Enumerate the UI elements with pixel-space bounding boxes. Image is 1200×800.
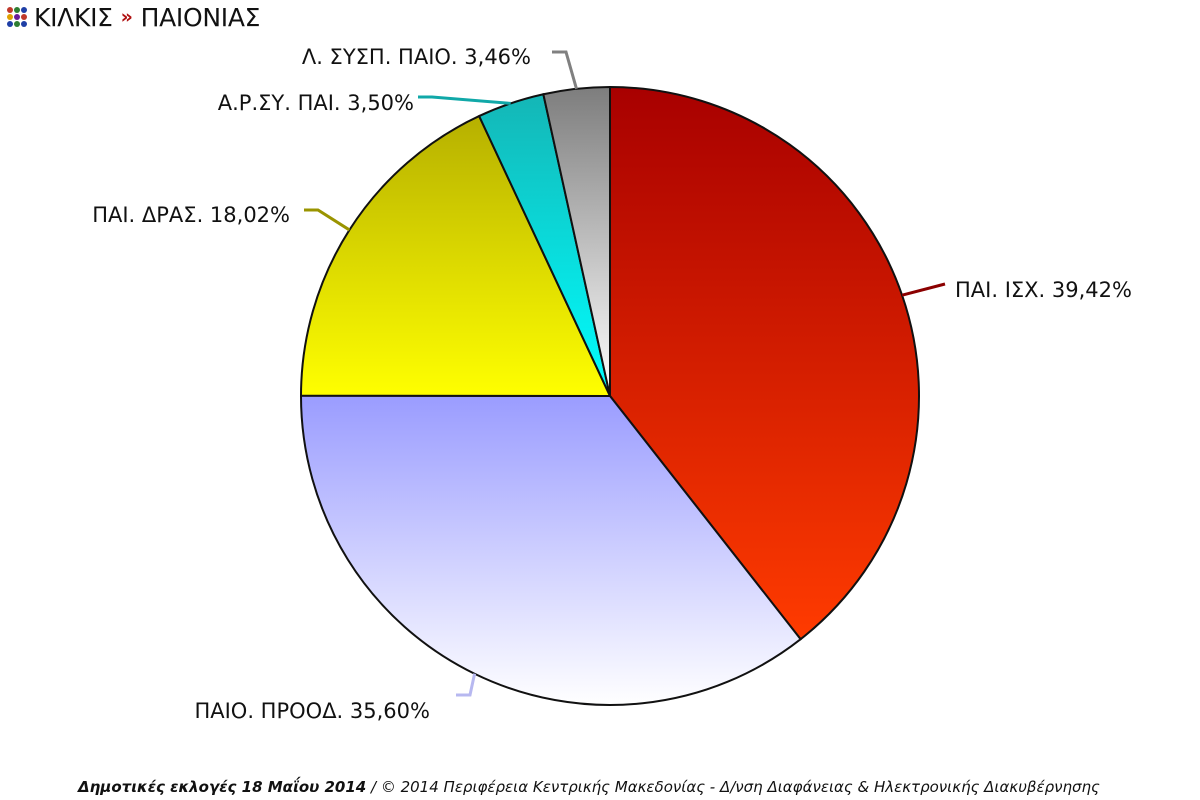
breadcrumb-header: ΚΙΛΚΙΣ » ΠΑΙΟΝΙΑΣ <box>6 0 260 34</box>
leader-line-1 <box>456 673 477 697</box>
breadcrumb-item-paionias[interactable]: ΠΑΙΟΝΙΑΣ <box>140 2 261 32</box>
slice-label-4: Λ. ΣΥΣΠ. ΠΑΙΟ. 3,46% <box>302 45 531 69</box>
leader-line-2 <box>304 208 351 232</box>
breadcrumb-separator: » <box>120 6 133 28</box>
footer-election-title: Δημοτικές εκλογές 18 Μαΐου 2014 <box>78 778 367 796</box>
pie-chart: ΠΑΙ. ΙΣΧ. 39,42% ΠΑΙΟ. ΠΡΟΟΔ. 35,60% ΠΑΙ. … <box>92 45 1132 723</box>
breadcrumb-item-kilkis[interactable]: ΚΙΛΚΙΣ <box>34 2 113 32</box>
dot-grid-logo-icon <box>6 6 28 28</box>
slice-label-2: ΠΑΙ. ΔΡΑΣ. 18,02% <box>92 203 290 227</box>
pie-slice-0 <box>609 85 920 641</box>
leader-line-3 <box>418 95 511 105</box>
breadcrumb: ΚΙΛΚΙΣ » ΠΑΙΟΝΙΑΣ <box>34 3 260 32</box>
slice-label-3: Α.Ρ.ΣΥ. ΠΑΙ. 3,50% <box>218 91 414 115</box>
footer-copyright: / © 2014 Περιφέρεια Κεντρικής Μακεδονίας… <box>366 778 1100 796</box>
slice-label-1: ΠΑΙΟ. ΠΡΟΟΔ. 35,60% <box>194 699 430 723</box>
footer-credit: Δημοτικές εκλογές 18 Μαΐου 2014 / © 2014… <box>78 778 1100 796</box>
leader-line-0 <box>901 282 946 297</box>
slice-label-0: ΠΑΙ. ΙΣΧ. 39,42% <box>955 278 1132 302</box>
leader-line-4 <box>552 50 578 90</box>
pie-slice-4 <box>542 85 611 397</box>
